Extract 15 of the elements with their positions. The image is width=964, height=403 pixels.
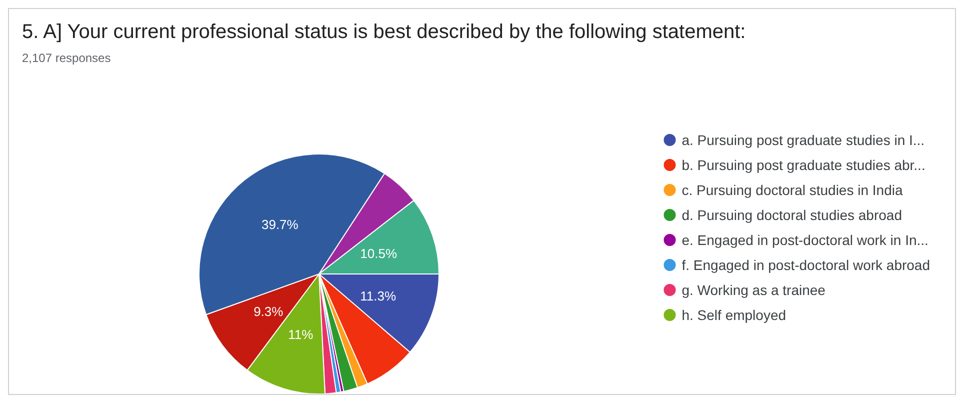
data-label: 11% xyxy=(288,326,314,342)
legend-label: a. Pursuing post graduate studies in I... xyxy=(682,132,925,148)
legend-label: d. Pursuing doctoral studies abroad xyxy=(682,207,902,223)
legend-label: h. Self employed xyxy=(682,307,786,323)
chart-title: 5. A] Your current professional status is best described by the following statement: xyxy=(22,21,746,43)
legend-label: f. Engaged in post-doctoral work abroad xyxy=(682,257,930,273)
data-label: 9.3% xyxy=(254,304,284,320)
data-label: 10.5% xyxy=(360,246,398,262)
legend-label: b. Pursuing post graduate studies abr... xyxy=(682,157,926,173)
text: 2,107 responses xyxy=(22,51,111,65)
legend-label: e. Engaged in post-doctoral work in In... xyxy=(682,232,928,248)
data-label: 11.3% xyxy=(360,288,396,304)
legend-label: c. Pursuing doctoral studies in India xyxy=(682,182,903,198)
data-label: 39.7% xyxy=(261,217,299,232)
legend-label: g. Working as a trainee xyxy=(682,282,826,298)
